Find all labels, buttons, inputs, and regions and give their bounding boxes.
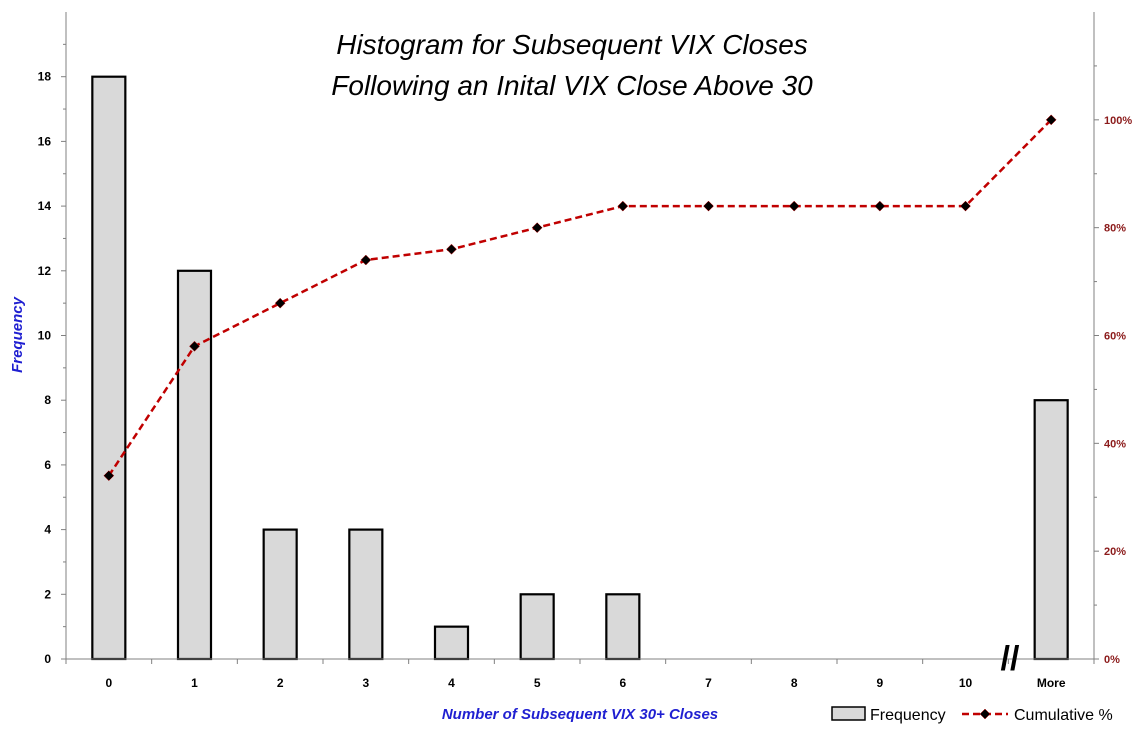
cumulative-point <box>617 200 629 212</box>
frequency-bar <box>519 593 555 661</box>
y-tick-label: 14 <box>38 199 52 213</box>
chart-title-line-1: Histogram for Subsequent VIX Closes <box>336 29 808 60</box>
legend-frequency-label: Frequency <box>870 707 946 724</box>
frequency-bar <box>348 528 384 661</box>
y2-tick-label: 40% <box>1104 438 1126 450</box>
cumulative-point <box>103 470 115 482</box>
x-axis-label: Number of Subsequent VIX 30+ Closes <box>442 706 718 723</box>
y2-tick-label: 0% <box>1104 654 1120 666</box>
chart-title-line-2: Following an Inital VIX Close Above 30 <box>331 70 813 101</box>
y-tick-label: 2 <box>44 587 51 601</box>
x-tick-label: 7 <box>705 676 712 690</box>
y-tick-label: 0 <box>44 652 51 666</box>
bars-layer <box>91 75 1069 661</box>
y2-tick-label: 20% <box>1104 546 1126 558</box>
y-axis-label: Frequency <box>9 296 26 373</box>
cumulative-point <box>1045 114 1057 126</box>
frequency-bar <box>433 625 470 661</box>
y-tick-label: 10 <box>38 329 52 343</box>
frequency-bar <box>1033 399 1069 661</box>
legend-cumulative-label: Cumulative % <box>1014 707 1113 724</box>
y-tick-label: 16 <box>38 134 52 148</box>
cumulative-point <box>531 222 543 234</box>
cumulative-point <box>703 200 714 212</box>
cumulative-line <box>107 118 1053 477</box>
frequency-bar <box>91 75 127 661</box>
x-tick-label: 6 <box>619 676 626 690</box>
x-tick-label: 10 <box>959 676 973 690</box>
cumulative-point <box>189 340 200 352</box>
x-tick-label: 5 <box>534 676 541 690</box>
x-tick-label: 1 <box>191 676 198 690</box>
axis-break-mark: // <box>1001 640 1020 678</box>
frequency-bar <box>176 269 213 661</box>
cumulative-point <box>446 243 457 255</box>
legend-cumulative-marker <box>979 708 991 720</box>
cumulative-point <box>960 200 971 212</box>
frequency-bar <box>605 593 641 661</box>
legend: Frequency Cumulative % <box>831 706 1113 724</box>
x-tick-label: 8 <box>791 676 798 690</box>
x-tick-label: 4 <box>448 676 455 690</box>
cumulative-point <box>360 254 372 266</box>
x-tick-label: 2 <box>277 676 284 690</box>
y-tick-label: 18 <box>38 70 52 84</box>
x-tick-label: More <box>1037 676 1066 690</box>
y2-tick-label: 60% <box>1104 331 1126 343</box>
x-tick-label: 0 <box>105 676 112 690</box>
legend-frequency-swatch <box>831 706 866 721</box>
y2-tick-label: 80% <box>1104 223 1126 235</box>
y-tick-label: 4 <box>44 523 51 537</box>
cumulative-point <box>274 297 286 309</box>
x-tick-label: 3 <box>362 676 369 690</box>
y-tick-label: 12 <box>38 264 52 278</box>
cumulative-point <box>874 200 886 212</box>
x-tick-label: 9 <box>876 676 883 690</box>
y2-tick-label: 100% <box>1104 115 1132 127</box>
y-tick-label: 6 <box>44 458 51 472</box>
cumulative-line-layer <box>103 114 1057 482</box>
cumulative-point <box>788 200 800 212</box>
y-tick-label: 8 <box>44 393 51 407</box>
frequency-bar <box>262 528 298 661</box>
